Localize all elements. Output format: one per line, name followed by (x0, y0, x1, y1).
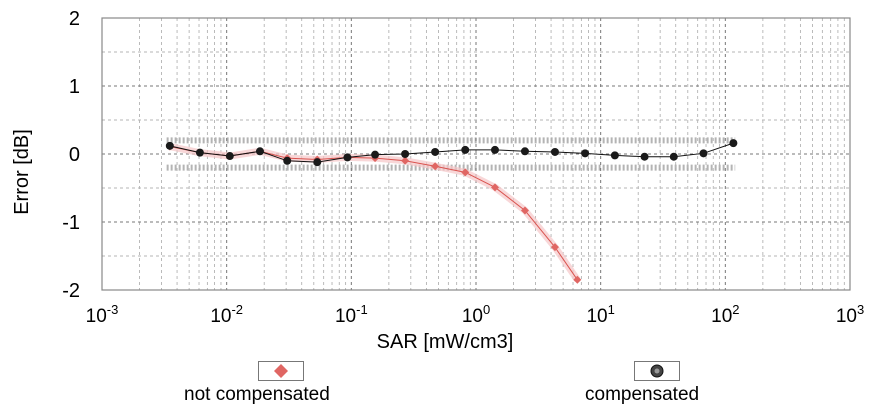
compensated-point (490, 145, 499, 154)
y-tick-label: -2 (62, 280, 80, 302)
legend-swatch-compensated (634, 361, 680, 381)
not-compensated-point (431, 162, 440, 171)
compensated-line (169, 142, 734, 163)
not-compensated-point (573, 275, 582, 284)
x-tick-label: 100 (462, 302, 490, 327)
compensated-point (371, 150, 380, 159)
compensated-point (550, 147, 559, 156)
x-tick-label: 103 (836, 302, 864, 327)
not-compensated-point (520, 206, 529, 215)
diamond-marker-icon (274, 364, 288, 378)
circle-marker-icon (650, 364, 664, 378)
legend-label-not-compensated: not compensated (184, 384, 330, 405)
compensated-point (640, 152, 649, 161)
y-tick-label: 0 (69, 144, 80, 166)
y-tick-label: 1 (69, 76, 80, 98)
plot-frame (101, 17, 851, 291)
not-compensated-point (550, 243, 559, 252)
compensated-point (401, 150, 410, 158)
compensated-point (669, 152, 678, 161)
compensated-point (195, 148, 204, 157)
series-compensated (165, 139, 738, 167)
compensated-point (255, 147, 264, 156)
x-tick-label: 10-3 (86, 302, 119, 327)
legend-label-compensated: compensated (585, 384, 700, 405)
y-tick-label: 2 (69, 8, 80, 30)
compensated-point (610, 151, 619, 160)
x-tick-label: 10-2 (210, 302, 243, 327)
x-tick-label: 101 (586, 302, 614, 327)
legend-swatch-not-compensated (258, 361, 304, 381)
compensated-point (165, 141, 174, 150)
compensated-point (520, 147, 529, 156)
compensated-point (699, 149, 708, 158)
compensated-point (343, 153, 352, 162)
x-tick-label: 102 (711, 302, 739, 327)
x-tick-label: 10-1 (335, 302, 368, 327)
compensated-point (461, 145, 470, 154)
x-tick-labels: 10-3 10-2 10-1 100 101 102 103 (86, 302, 865, 327)
compensated-point (581, 149, 590, 158)
not-compensated-point (490, 183, 499, 192)
y-tick-labels: 2 1 0 -1 -2 (62, 8, 80, 302)
x-axis-label: SAR [mW/cm3] (377, 331, 514, 353)
not-compensated-point (401, 156, 410, 165)
y-axis-label: Error [dB] (11, 129, 33, 215)
y-tick-label: -1 (62, 212, 80, 234)
compensated-point (313, 158, 322, 167)
compensated-point (729, 139, 738, 148)
compensated-point (431, 147, 440, 156)
compensated-point (283, 156, 292, 165)
series (165, 139, 738, 284)
compensated-point (225, 152, 234, 161)
not-compensated-point (461, 168, 470, 177)
series-not-compensated (165, 142, 582, 284)
